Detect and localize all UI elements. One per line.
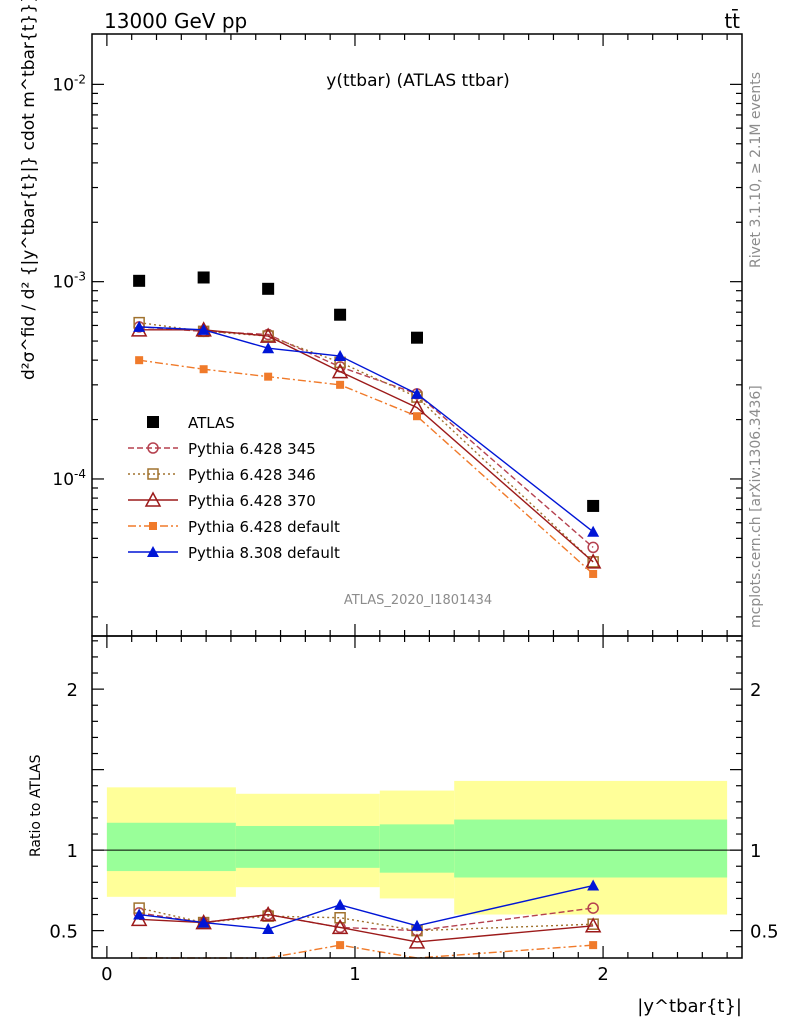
main-line-4	[139, 359, 594, 575]
x-tick-label: 0	[101, 964, 112, 985]
header-left-label: 13000 GeV pp	[104, 9, 247, 33]
x-axis-label: |y^tbar{t}|	[637, 996, 742, 1017]
main-point-0-5	[587, 499, 600, 512]
ratio-band-inner-2	[379, 824, 455, 873]
main-title: y(ttbar) (ATLAS ttbar)	[326, 71, 509, 91]
ratio-point-2-2	[259, 905, 277, 922]
legend-label-0: ATLAS	[188, 414, 235, 432]
ratio-point-4-1	[197, 916, 210, 928]
main-point-0-3	[334, 308, 347, 321]
main-line-2	[139, 321, 594, 563]
main-point-4-5	[589, 569, 598, 578]
legend-label-5: Pythia 8.308 default	[188, 544, 340, 562]
main-point-3-2	[259, 327, 277, 343]
legend-label-4: Pythia 6.428 default	[188, 518, 340, 536]
ratio-point-4-5	[587, 879, 600, 891]
ratio-plot-content	[92, 780, 742, 959]
x-tick-label: 1	[349, 964, 360, 985]
main-point-5-1	[197, 323, 210, 335]
main-ytick-label: 10-4	[52, 467, 86, 490]
ratio-point-4-2	[262, 923, 275, 935]
main-ytick-label: 10-3	[52, 270, 86, 293]
main-point-4-1	[199, 365, 208, 374]
legend-label-3: Pythia 6.428 370	[188, 492, 316, 510]
main-plot-content	[130, 271, 602, 578]
main-point-5-3	[334, 350, 347, 362]
main-point-1-5	[587, 541, 599, 554]
side-rivet-label: Rivet 3.1.10, ≥ 2.1M events	[748, 72, 764, 268]
main-point-0-2	[262, 282, 275, 295]
ratio-point-1-3	[334, 912, 346, 924]
ratio-point-2-4	[408, 933, 426, 949]
analysis-label: ATLAS_2020_I1801434	[344, 593, 492, 608]
x-tick-label: 2	[597, 964, 608, 985]
main-point-5-0	[133, 320, 146, 332]
main-y-axis-label: d²σ^fid / d² {|y^tbar{t}|} cdot m^tbar{t…	[19, 0, 39, 380]
legend-marker-3	[144, 491, 162, 507]
main-point-0-4	[411, 331, 423, 344]
legend-marker-1	[147, 442, 159, 454]
main-point-4-0	[135, 356, 144, 365]
ratio-ytick-label-left: 2	[67, 680, 78, 701]
ratio-y-axis-label: Ratio to ATLAS	[28, 754, 44, 857]
main-point-3-3	[331, 363, 349, 379]
main-point-3-5	[584, 553, 602, 569]
legend-marker-0	[147, 416, 159, 428]
ratio-ytick-label-right: 2	[750, 680, 761, 701]
main-point-4-2	[264, 372, 273, 381]
main-point-0-0	[133, 274, 146, 287]
main-line-1	[139, 326, 594, 548]
legend-label-2: Pythia 6.428 346	[188, 466, 316, 484]
ratio-band-inner-3	[454, 819, 728, 878]
ratio-line-3	[139, 944, 594, 959]
ratio-line-2	[139, 913, 594, 943]
main-point-5-2	[262, 342, 275, 354]
legend-marker-5	[147, 546, 159, 557]
side-url-label: mcplots.cern.ch [arXiv:1306.3436]	[748, 385, 764, 628]
ratio-point-4-3	[334, 898, 347, 910]
ratio-frame	[91, 635, 743, 959]
header-right-label: tt̄	[724, 8, 740, 33]
main-line-5	[139, 326, 594, 533]
main-point-4-4	[413, 412, 421, 421]
ratio-band-inner-0	[106, 822, 236, 872]
ratio-ytick-label-left: 0.5	[49, 922, 78, 943]
main-point-0-1	[197, 271, 210, 284]
ratio-point-0-5	[587, 902, 599, 914]
ratio-ytick-label-left: 1	[67, 841, 78, 862]
ratio-point-3-0	[336, 941, 345, 950]
ratio-point-4-0	[133, 908, 146, 920]
ratio-point-2-3	[331, 918, 349, 935]
legend-marker-4	[149, 522, 157, 530]
legend-label-1: Pythia 6.428 345	[188, 440, 316, 458]
legend-marker-2	[147, 468, 159, 480]
main-point-5-5	[587, 525, 600, 537]
ratio-ytick-label-right: 0.5	[750, 922, 779, 943]
legend: ATLAS Pythia 6.428 345 Pythia 6.428 346 Pyt…	[128, 414, 340, 562]
ratio-point-3-1	[589, 941, 598, 950]
main-ytick-label: 10-2	[52, 72, 86, 95]
ratio-point-4-4	[411, 919, 423, 931]
main-point-2-5	[587, 556, 599, 568]
ratio-line-4	[139, 884, 594, 930]
ratio-point-2-5	[584, 917, 602, 933]
main-point-5-4	[411, 387, 423, 399]
main-point-4-3	[336, 380, 345, 389]
ratio-ytick-label-right: 1	[750, 841, 761, 862]
ratio-band-inner-1	[235, 825, 380, 868]
